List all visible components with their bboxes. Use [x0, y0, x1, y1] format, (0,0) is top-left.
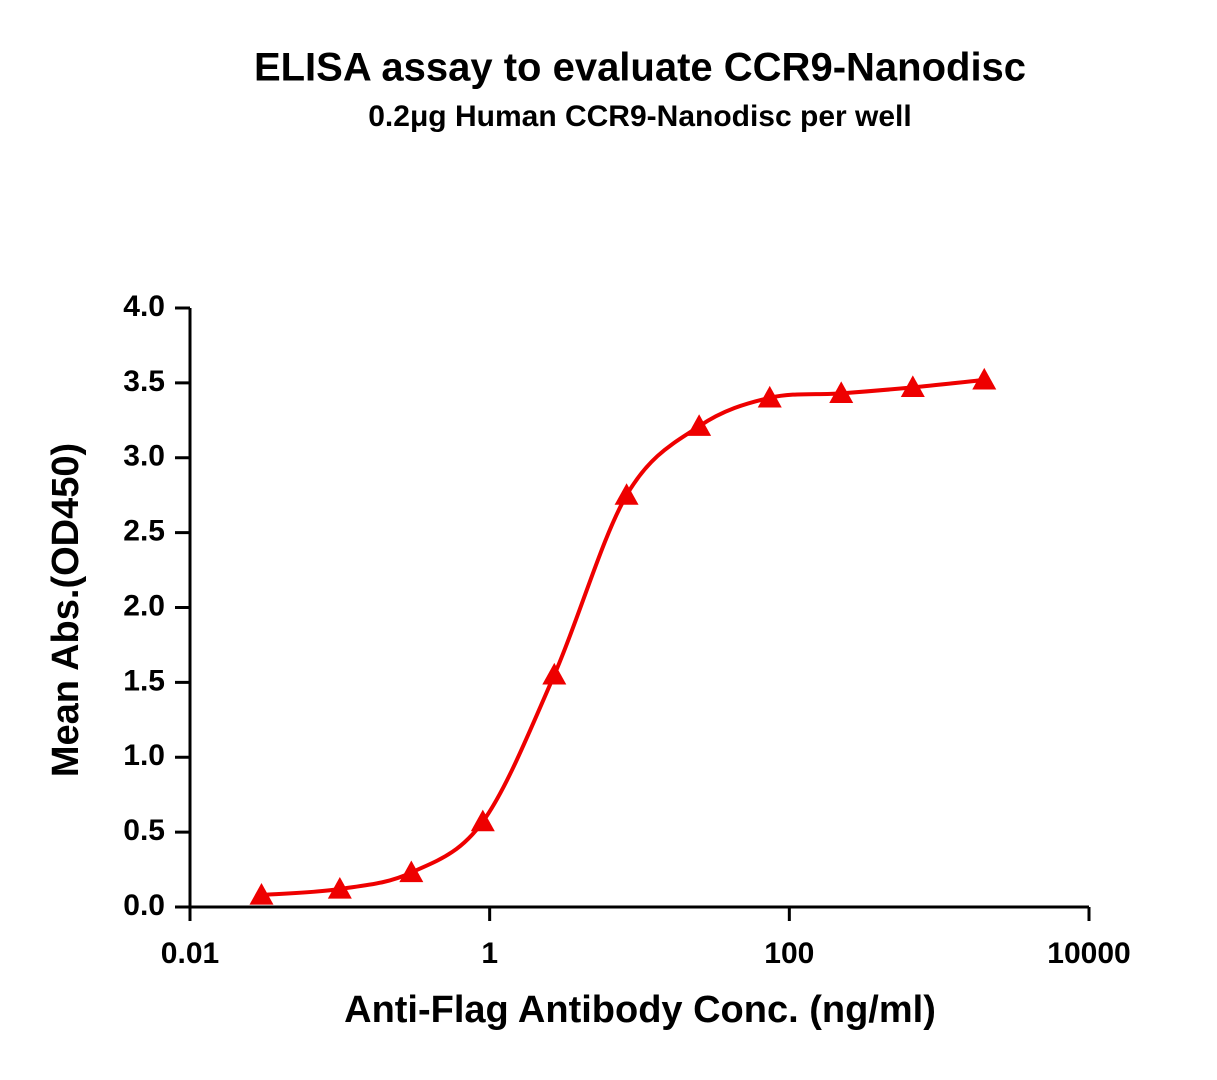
data-point — [972, 367, 997, 390]
x-tick-label: 100 — [764, 937, 814, 970]
y-tick-label: 3.0 — [123, 440, 165, 473]
data-point — [470, 809, 495, 832]
y-tick-label: 1.0 — [123, 739, 165, 772]
x-tick-label: 10000 — [1047, 937, 1130, 970]
data-point — [614, 483, 639, 505]
y-tick-label: 0.0 — [123, 889, 165, 922]
fit-curve — [261, 377, 985, 898]
x-tick-label: 1 — [481, 937, 498, 970]
y-tick-label: 3.5 — [123, 365, 165, 398]
y-tick-label: 0.5 — [123, 814, 165, 847]
y-tick-label: 2.0 — [123, 589, 165, 622]
data-point — [542, 662, 567, 685]
chart-subtitle: 0.2μg Human CCR9-Nanodisc per well — [368, 100, 911, 133]
data-point — [327, 877, 352, 899]
data-point — [249, 883, 274, 905]
x-axis-label: Anti-Flag Antibody Conc. (ng/ml) — [344, 989, 936, 1031]
chart-title: ELISA assay to evaluate CCR9-Nanodisc — [254, 46, 1026, 90]
y-axis-label: Mean Abs.(OD450) — [45, 443, 87, 777]
x-tick-label: 0.01 — [161, 937, 219, 970]
data-point — [687, 414, 712, 436]
y-tick-label: 4.0 — [123, 290, 165, 323]
data-point — [757, 385, 782, 408]
data-point — [399, 860, 424, 883]
y-tick-label: 2.5 — [123, 515, 165, 548]
data-point — [900, 375, 925, 397]
y-tick-label: 1.5 — [123, 664, 165, 697]
data-point — [829, 381, 854, 403]
